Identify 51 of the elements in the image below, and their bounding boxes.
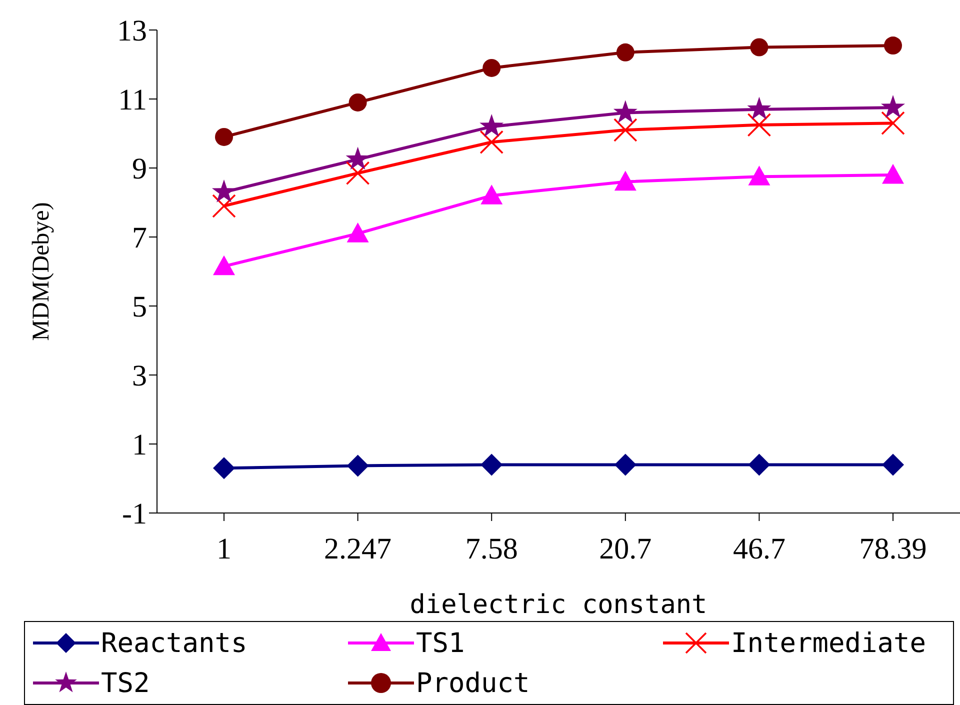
- legend-label: Reactants: [101, 628, 248, 658]
- point: [614, 170, 636, 191]
- point: [748, 454, 770, 476]
- y-tick-label: 11: [118, 84, 147, 117]
- point: [748, 166, 770, 186]
- point: [614, 118, 638, 142]
- point: [346, 454, 369, 477]
- legend-label: TS2: [101, 668, 150, 698]
- x-axis-title: dielectric constant: [410, 590, 708, 620]
- y-tick-label: 9: [132, 152, 147, 186]
- point: [747, 96, 772, 120]
- point: [480, 184, 503, 204]
- point: [213, 255, 235, 276]
- point: [480, 130, 504, 154]
- y-tick-label: 3: [132, 360, 147, 393]
- point: [614, 454, 636, 476]
- point: [882, 164, 904, 184]
- y-tick-label: 5: [132, 290, 147, 324]
- point: [881, 111, 905, 136]
- legend-label: TS1: [416, 628, 465, 658]
- point: [613, 100, 638, 124]
- point: [480, 454, 503, 476]
- x-tick-label: 7.58: [465, 532, 518, 566]
- point: [348, 93, 367, 112]
- point: [213, 457, 235, 480]
- point: [346, 161, 370, 186]
- point: [616, 43, 634, 62]
- point: [750, 38, 768, 56]
- legend-label: Product: [416, 668, 530, 698]
- point: [482, 58, 501, 77]
- x-tick-label: 46.7: [732, 532, 786, 566]
- legend-label: Intermediate: [731, 628, 926, 658]
- point: [212, 180, 236, 202]
- y-tick-label: -1: [122, 498, 147, 531]
- x-tick-label: 78.39: [859, 532, 927, 566]
- x-tick-label: 20.7: [599, 532, 652, 566]
- point: [480, 114, 504, 137]
- point: [882, 454, 904, 476]
- point: [215, 128, 233, 146]
- x-tick-label: 1: [216, 532, 232, 566]
- point: [212, 194, 236, 218]
- y-tick-label: 13: [117, 14, 147, 48]
- point: [884, 36, 902, 55]
- point: [880, 94, 906, 118]
- y-tick-label: 7: [132, 222, 147, 255]
- x-tick-label: 2.247: [324, 532, 392, 566]
- y-tick-label: 1: [132, 428, 147, 462]
- point: [346, 222, 369, 242]
- point: [346, 146, 370, 170]
- point: [747, 112, 772, 137]
- y-axis-title: MDM(Debye): [28, 202, 55, 341]
